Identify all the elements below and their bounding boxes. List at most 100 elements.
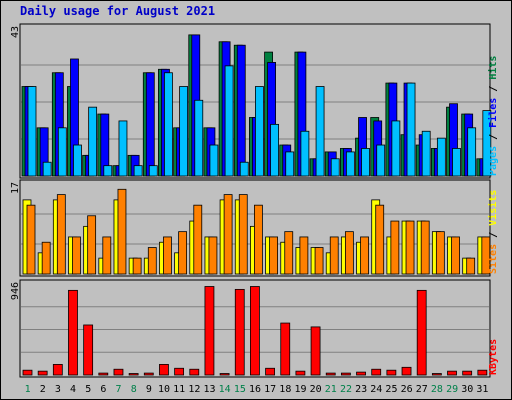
panel-legend-label: KBytes [488,339,499,375]
bar-sites-day-13 [208,236,218,275]
chart-title: Daily usage for August 2021 [20,4,216,18]
bar-kbytes-day-12 [189,368,200,376]
bar-sites-day-23 [360,236,369,275]
bar-sites-day-1 [26,204,36,275]
x-tick-label-day-31: 31 [476,384,488,395]
x-tick-label-day-30: 30 [461,384,473,395]
bar-kbytes-day-18 [280,322,291,376]
bar-pages-day-2 [42,161,52,177]
x-tick-label-day-23: 23 [355,384,367,395]
legend-visits: Visits [487,190,499,226]
legend-pages: Pages [488,146,499,176]
x-tick-label-day-28: 28 [431,384,443,395]
panel-legend-label: Sites / Visits [487,190,499,274]
bar-kbytes-day-19 [295,370,306,376]
bar-kbytes-day-16 [250,286,260,376]
x-tick-label-day-11: 11 [173,384,185,395]
bar-sites-day-26 [405,220,415,275]
bar-kbytes-day-11 [174,367,185,376]
bar-sites-day-17 [269,236,278,275]
bar-pages-day-16 [255,86,264,177]
x-tick-label-day-10: 10 [158,384,170,395]
bar-pages-day-14 [224,65,234,177]
bar-kbytes-day-1 [22,369,33,376]
bar-kbytes-day-25 [386,369,397,376]
bar-pages-day-27 [421,130,431,177]
bar-sites-day-15 [238,194,248,275]
bar-pages-day-13 [209,144,219,177]
bar-sites-day-22 [344,231,354,275]
bar-sites-day-28 [435,231,445,275]
bar-kbytes-day-14 [219,373,230,376]
bar-pages-day-8 [133,165,143,177]
bar-files-day-9 [145,72,155,177]
x-tick-label-day-14: 14 [219,384,231,395]
legend-hits: Hits [487,56,499,80]
x-tick-label-day-2: 2 [40,384,46,395]
bar-sites-day-18 [284,231,294,275]
bar-pages-day-15 [239,161,249,177]
bar-pages-day-24 [376,144,386,177]
bar-kbytes-day-4 [68,289,78,376]
bar-pages-day-29 [452,148,461,177]
bar-pages-day-3 [57,127,67,177]
x-tick-label-day-12: 12 [188,384,200,395]
bar-kbytes-day-21 [325,372,336,376]
x-tick-label-day-9: 9 [146,384,152,395]
x-tick-label-day-6: 6 [100,384,106,395]
bar-kbytes-day-3 [52,364,63,376]
bar-pages-day-30 [467,127,477,177]
bar-sites-day-5 [87,215,97,275]
bar-files-day-15 [236,44,246,177]
bar-sites-day-8 [132,257,142,275]
x-tick-label-day-26: 26 [401,384,413,395]
bar-pages-day-22 [345,151,355,177]
bar-kbytes-day-13 [204,286,215,376]
legend-separator: / [488,226,499,244]
bar-sites-day-7 [117,188,127,275]
bar-pages-day-10 [164,72,173,177]
x-tick-label-day-22: 22 [340,384,352,395]
bar-kbytes-day-2 [37,370,48,376]
legend-separator: / [488,128,499,146]
bar-pages-day-4 [73,144,82,177]
bar-kbytes-day-9 [143,372,154,376]
x-tick-label-day-8: 8 [131,384,137,395]
panel-legend-label: Pages / Files / Hits [487,56,499,176]
bar-pages-day-21 [330,158,340,177]
bar-kbytes-day-30 [462,370,473,376]
bar-pages-day-23 [361,148,370,177]
bar-sites-day-9 [147,247,157,275]
x-tick-label-day-15: 15 [234,384,246,395]
x-tick-label-day-27: 27 [416,384,428,395]
bar-sites-day-29 [451,236,460,275]
bar-sites-day-27 [420,220,430,275]
bar-pages-day-9 [148,165,158,177]
bar-kbytes-day-22 [340,372,351,376]
bar-kbytes-day-8 [128,373,139,376]
panel-3: 946 KBytes [10,279,499,378]
x-tick-label-day-5: 5 [85,384,91,395]
x-tick-label-day-4: 4 [70,384,76,395]
bar-sites-day-21 [329,236,339,275]
bar-sites-day-2 [41,241,51,275]
bar-pages-day-1 [27,86,37,177]
legend-kbytes: KBytes [488,339,499,375]
panel-1: 43 Pages / Files / Hits [10,23,499,179]
bar-kbytes-day-23 [356,371,366,376]
bar-kbytes-day-15 [234,288,245,376]
bar-kbytes-day-28 [431,373,442,376]
bar-kbytes-day-27 [416,289,427,376]
bar-pages-day-25 [391,120,401,177]
bar-kbytes-day-10 [159,364,169,376]
bar-pages-day-18 [285,151,295,177]
bar-pages-day-31 [482,110,492,177]
x-tick-label-day-17: 17 [264,384,276,395]
bar-sites-day-6 [102,236,112,275]
bar-sites-day-19 [299,236,309,275]
legend-files: Files [487,98,499,128]
x-tick-label-day-13: 13 [203,384,215,395]
x-tick-label-day-19: 19 [294,384,306,395]
bar-kbytes-day-17 [265,367,275,376]
